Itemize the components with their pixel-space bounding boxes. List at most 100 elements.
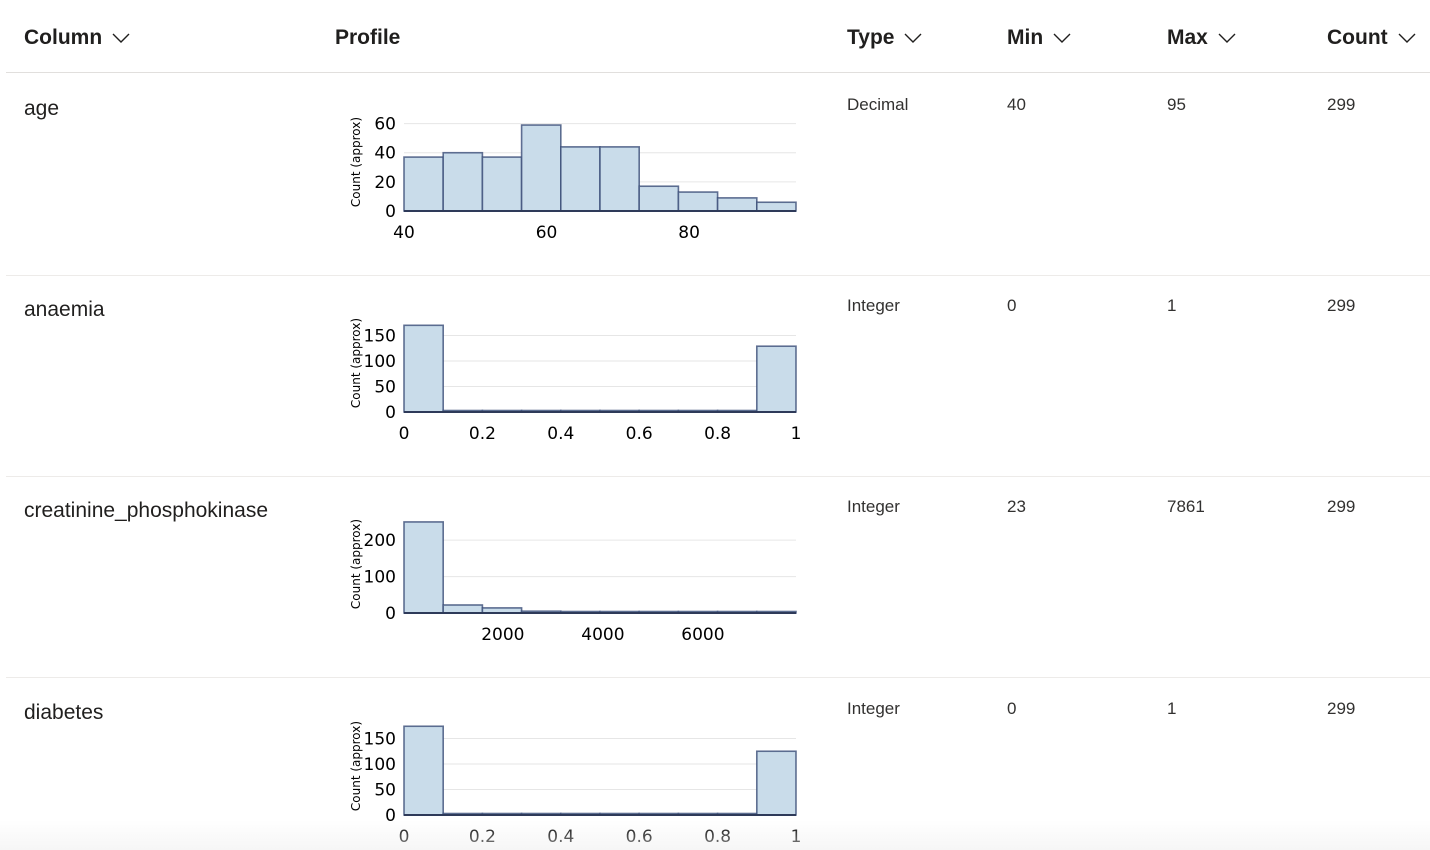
y-tick-label: 0	[385, 604, 396, 624]
column-header-column[interactable]: Column	[24, 22, 130, 54]
x-tick-label: 0.2	[469, 827, 496, 847]
histogram-chart: 0 50 100 150 0 0.2 0.4 0.6 0.8 1 Count (approx)	[349, 721, 802, 847]
count-value: 299	[1327, 296, 1356, 315]
histogram-bar	[638, 185, 680, 212]
histogram-bar	[716, 197, 758, 212]
count-value: 299	[1327, 95, 1356, 114]
min-value: 0	[1007, 296, 1017, 315]
chevron-down-icon[interactable]	[1398, 32, 1416, 44]
histogram-bar	[403, 521, 445, 614]
column-name: anaemia	[24, 298, 105, 321]
type-value: Decimal	[847, 95, 909, 114]
histogram-bar	[599, 146, 641, 212]
histogram-chart: 0 20 40 60 40 60 80 Count (approx)	[349, 115, 797, 243]
y-tick-label: 20	[374, 173, 396, 193]
min-value: 23	[1007, 497, 1026, 516]
x-tick-label: 40	[393, 223, 415, 243]
grid-header: Column Profile Type Min Max	[6, 0, 1430, 73]
column-header-max[interactable]: Max	[1167, 22, 1236, 54]
y-tick-label: 0	[385, 403, 396, 423]
y-tick-label: 100	[364, 568, 396, 588]
column-header-label: Column	[24, 26, 103, 49]
max-value: 1	[1167, 699, 1177, 718]
profile-histogram: 0 20 40 60 40 60 80 Count (approx)	[336, 95, 806, 267]
y-tick-label: 0	[385, 202, 396, 222]
count-value: 299	[1327, 497, 1356, 516]
column-name: creatinine_phosphokinase	[24, 499, 269, 522]
profile-histogram: 0 50 100 150 0 0.2 0.4 0.6 0.8 1 Count (approx)	[336, 699, 806, 850]
histogram-bar	[403, 725, 445, 816]
histogram-bar	[755, 201, 797, 212]
column-name: age	[24, 97, 60, 120]
count-header-label: Count	[1327, 26, 1388, 49]
type-header-label: Type	[847, 26, 895, 49]
x-tick-label: 4000	[581, 625, 624, 645]
y-axis-label: Count (approx)	[349, 721, 363, 811]
x-tick-label: 0	[399, 424, 410, 444]
min-value: 0	[1007, 699, 1017, 718]
histogram-bar	[755, 750, 797, 816]
histogram-chart: 0 100 200 2000 4000 6000 Count (approx)	[349, 519, 797, 645]
y-tick-label: 200	[364, 531, 396, 551]
histogram-bar	[520, 124, 562, 212]
histogram-bar	[560, 146, 601, 212]
x-tick-label: 80	[678, 223, 700, 243]
y-axis-label: Count (approx)	[349, 117, 363, 207]
y-axis-label: Count (approx)	[349, 318, 363, 408]
column-header-profile: Profile	[335, 22, 400, 54]
table-row[interactable]: creatinine_phosphokinase 0 100 200 2000 4000…	[6, 475, 1430, 678]
profile-header-label: Profile	[335, 26, 401, 49]
chevron-down-icon[interactable]	[904, 32, 922, 44]
histogram-bar	[403, 156, 445, 212]
histogram-bar	[481, 156, 523, 212]
column-name: diabetes	[24, 701, 104, 724]
max-value: 95	[1167, 95, 1186, 114]
column-header-min[interactable]: Min	[1007, 22, 1071, 54]
type-value: Integer	[847, 699, 900, 718]
y-tick-label: 150	[364, 730, 396, 750]
type-value: Integer	[847, 296, 900, 315]
y-tick-label: 50	[374, 781, 396, 801]
type-value: Integer	[847, 497, 900, 516]
y-tick-label: 100	[364, 352, 396, 372]
chevron-down-icon[interactable]	[1053, 32, 1071, 44]
y-tick-label: 60	[374, 115, 396, 135]
x-tick-label: 0.2	[469, 424, 496, 444]
x-tick-label: 0.4	[547, 424, 574, 444]
y-tick-label: 100	[364, 755, 396, 775]
x-tick-label: 6000	[681, 625, 724, 645]
min-header-label: Min	[1007, 26, 1044, 49]
histogram-bar	[755, 345, 797, 413]
x-tick-label: 0.8	[704, 424, 731, 444]
max-value: 1	[1167, 296, 1177, 315]
max-value: 7861	[1167, 497, 1205, 516]
table-row[interactable]: diabetes 0 50 100 150 0 0.2 0.4 0.6 0.8 1 Count (a…	[6, 677, 1430, 850]
x-tick-label: 0.4	[547, 827, 574, 847]
x-tick-label: 60	[536, 223, 558, 243]
x-tick-label: 2000	[481, 625, 524, 645]
chevron-down-icon[interactable]	[112, 32, 130, 44]
y-tick-label: 0	[385, 806, 396, 826]
y-axis-label: Count (approx)	[349, 519, 363, 609]
x-tick-label: 0.6	[626, 424, 653, 444]
profile-histogram: 0 50 100 150 0 0.2 0.4 0.6 0.8 1 Count (approx)	[336, 296, 806, 468]
table-row[interactable]: age 0 20 40 60 40 60 80 Count (approx) Decimal …	[6, 73, 1430, 276]
histogram-bar	[403, 324, 445, 413]
count-value: 299	[1327, 699, 1356, 718]
y-tick-label: 150	[364, 327, 396, 347]
table-row[interactable]: anaemia 0 50 100 150 0 0.2 0.4 0.6 0.8 1 Count (ap…	[6, 274, 1430, 477]
column-header-type[interactable]: Type	[847, 22, 922, 54]
x-tick-label: 0	[399, 827, 410, 847]
column-header-count[interactable]: Count	[1327, 22, 1416, 54]
histogram-bar	[677, 191, 719, 212]
profile-histogram: 0 100 200 2000 4000 6000 Count (approx)	[336, 497, 806, 669]
x-tick-label: 0.8	[704, 827, 731, 847]
histogram-chart: 0 50 100 150 0 0.2 0.4 0.6 0.8 1 Count (approx)	[349, 318, 801, 444]
histogram-bar	[442, 604, 484, 614]
min-value: 40	[1007, 95, 1026, 114]
chevron-down-icon[interactable]	[1218, 32, 1236, 44]
x-tick-label: 1	[791, 827, 802, 847]
histogram-bar	[442, 151, 484, 212]
max-header-label: Max	[1167, 26, 1208, 49]
